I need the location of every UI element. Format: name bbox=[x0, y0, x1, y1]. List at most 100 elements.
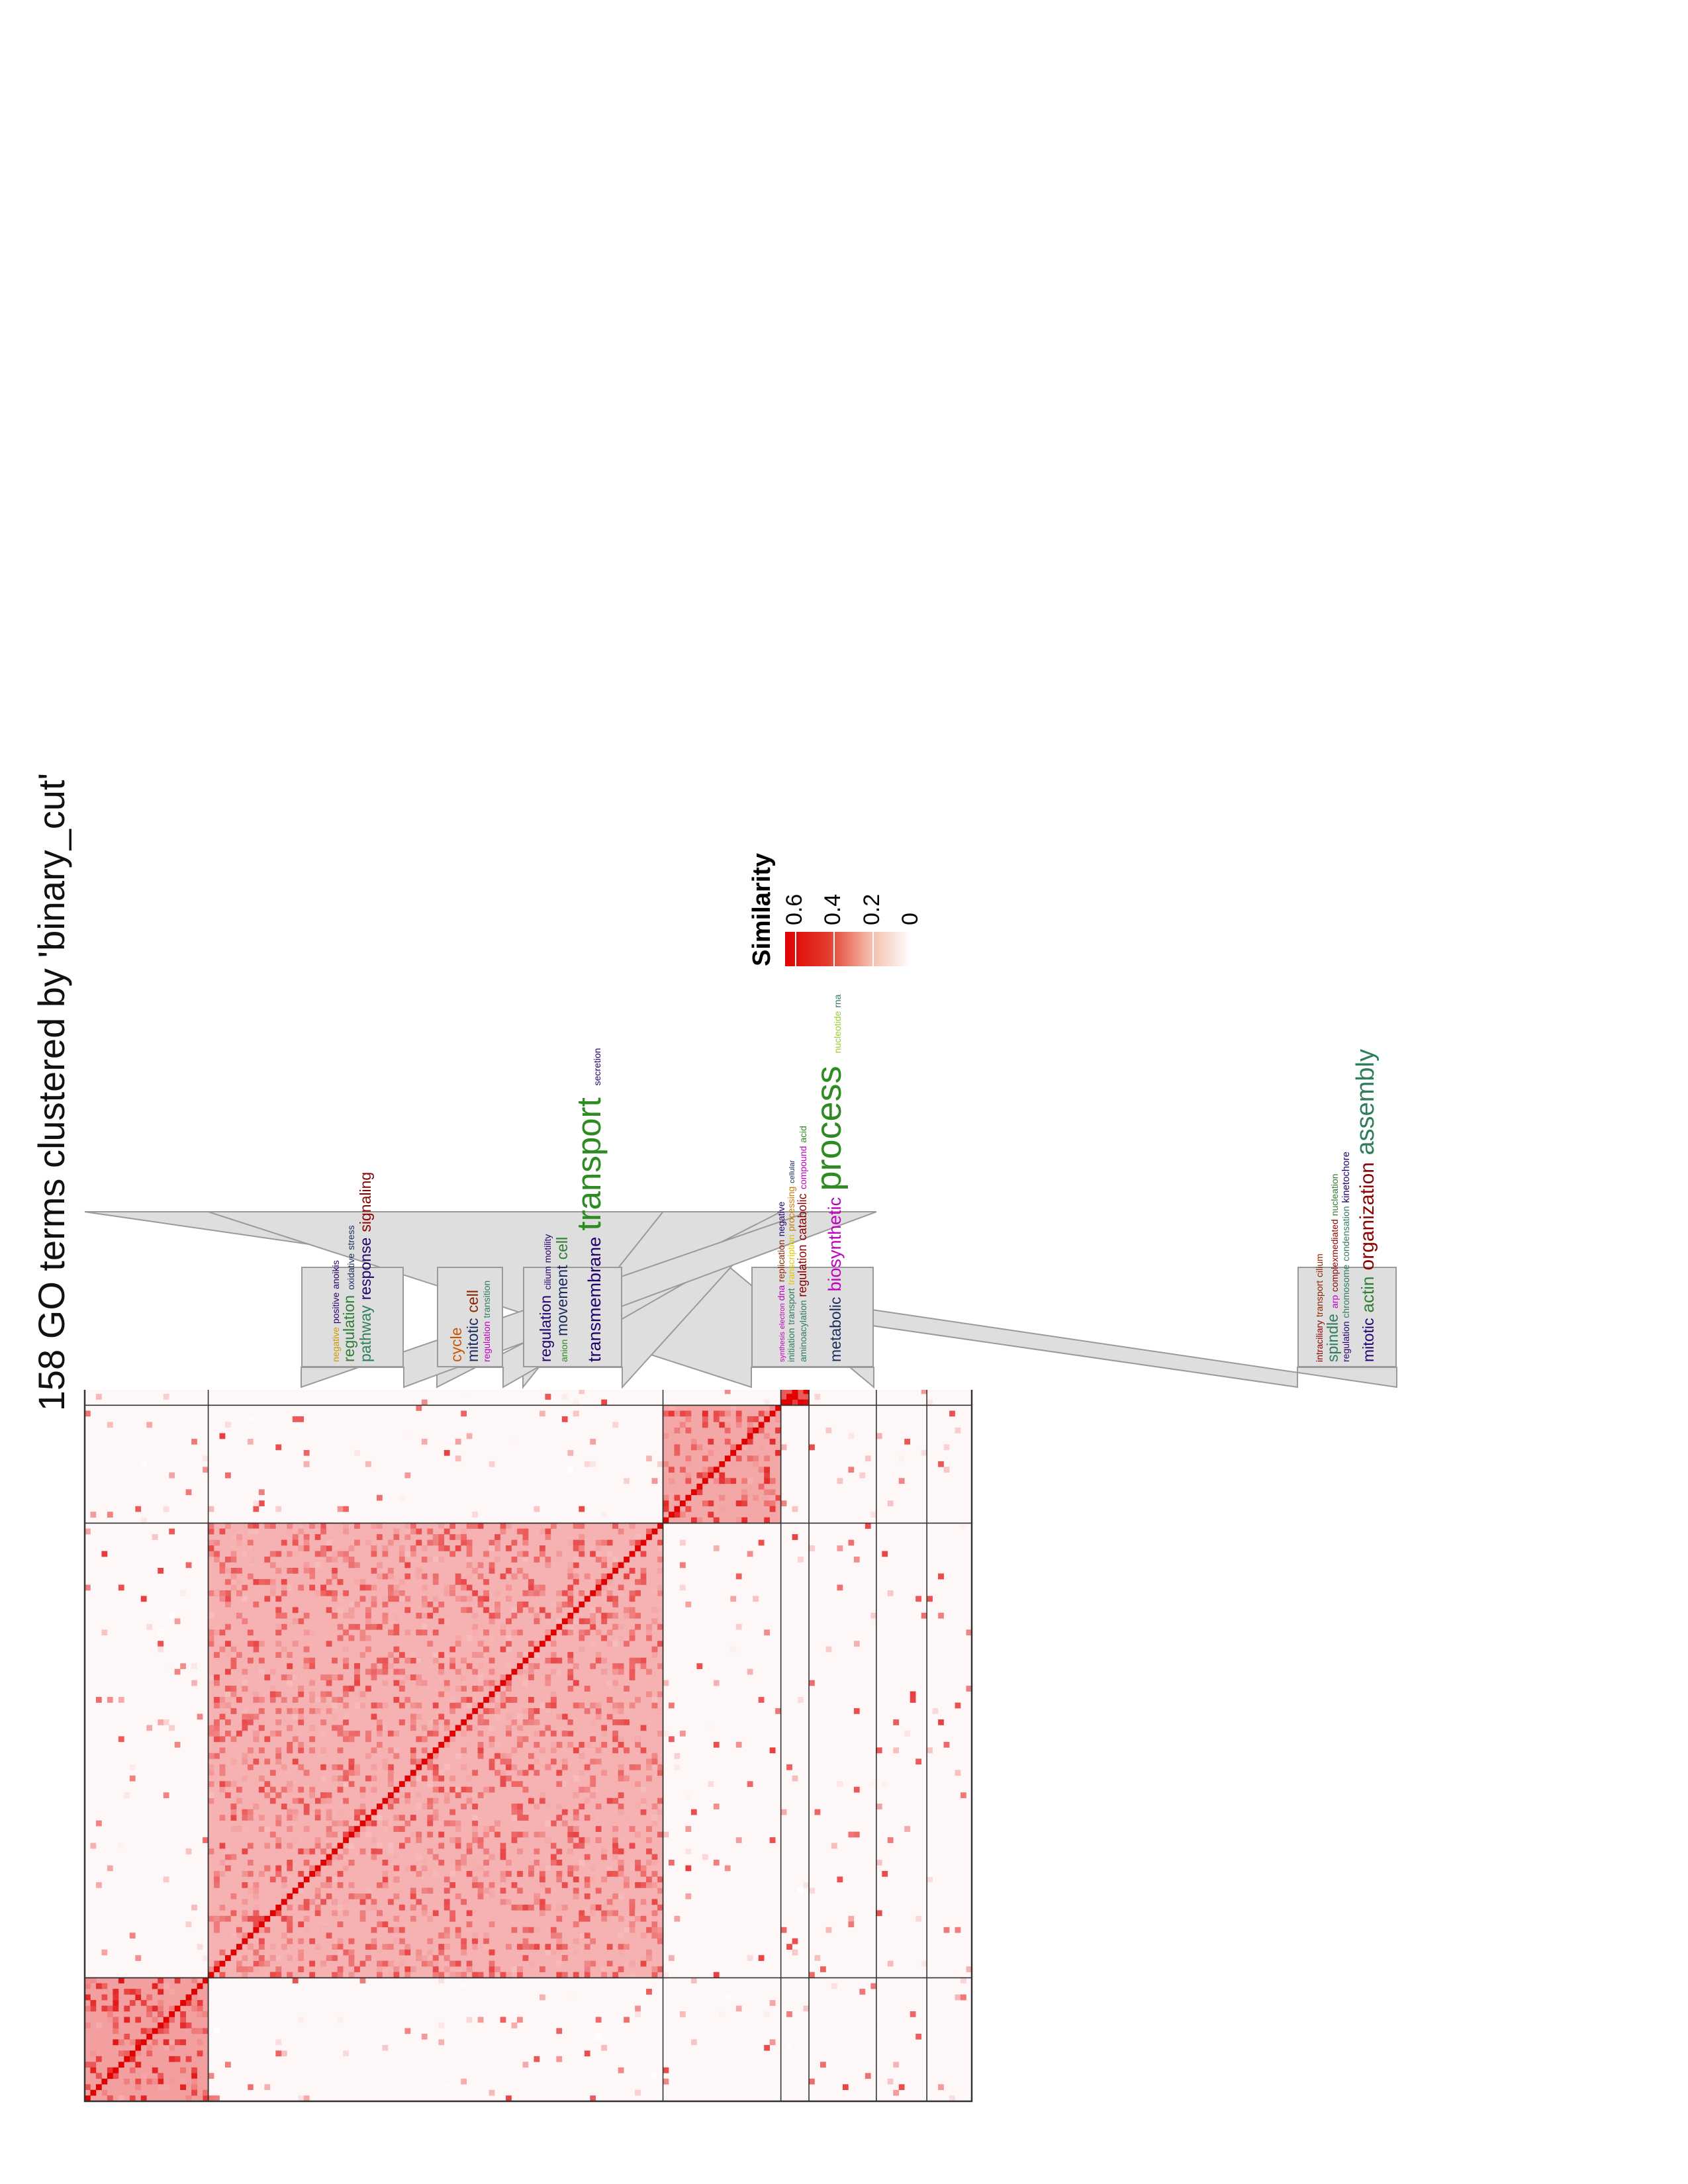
heatmap-cell bbox=[573, 1539, 579, 1546]
heatmap-cell bbox=[393, 1584, 400, 1591]
heatmap-cell bbox=[517, 1888, 523, 1894]
heatmap-cell bbox=[404, 1972, 411, 1978]
heatmap-cell bbox=[579, 1803, 585, 1809]
heatmap-cell bbox=[281, 1944, 287, 1950]
heatmap-cell bbox=[674, 1915, 680, 1922]
heatmap-cell bbox=[258, 1668, 265, 1675]
heatmap-cell bbox=[298, 1888, 305, 1894]
heatmap-cell bbox=[618, 1966, 624, 1972]
heatmap-cell bbox=[444, 1955, 450, 1961]
heatmap-cell bbox=[528, 1927, 534, 1933]
heatmap-cell bbox=[242, 1686, 248, 1692]
heatmap-cell bbox=[579, 1915, 585, 1922]
heatmap-cell bbox=[961, 1792, 966, 1799]
heatmap-cell bbox=[545, 1888, 551, 1894]
heatmap-cell bbox=[314, 1562, 321, 1569]
heatmap-cell bbox=[85, 1978, 91, 1983]
legend-tick-label: 0.6 bbox=[781, 893, 807, 925]
heatmap-diagonal-cell bbox=[624, 1557, 630, 1563]
heatmap-cell bbox=[764, 2011, 770, 2017]
heatmap-cell bbox=[489, 1545, 495, 1551]
heatmap-cell bbox=[517, 1601, 523, 1608]
heatmap-cell bbox=[635, 2011, 641, 2017]
heatmap-cell bbox=[550, 1747, 557, 1754]
heatmap-cell bbox=[483, 1708, 489, 1714]
heatmap-cell bbox=[343, 1506, 349, 1512]
heatmap-cell bbox=[382, 1820, 389, 1827]
heatmap-cell bbox=[528, 1865, 534, 1872]
heatmap-cell bbox=[528, 1668, 534, 1675]
heatmap-cell bbox=[567, 1668, 574, 1675]
heatmap-cell bbox=[590, 1641, 596, 1647]
heatmap-cell bbox=[208, 1539, 214, 1546]
heatmap-cell bbox=[517, 1972, 523, 1978]
heatmap-cell bbox=[629, 1899, 635, 1905]
heatmap-cell bbox=[534, 1944, 540, 1950]
heatmap-cell bbox=[314, 1893, 321, 1899]
heatmap-cell bbox=[595, 1747, 602, 1754]
heatmap-cell bbox=[359, 1578, 366, 1585]
heatmap-cell bbox=[258, 1489, 265, 1496]
heatmap-cell bbox=[669, 1702, 675, 1709]
heatmap-cell bbox=[438, 1668, 445, 1675]
heatmap-cell bbox=[522, 1584, 529, 1591]
heatmap-cell bbox=[247, 1713, 254, 1720]
heatmap-cell bbox=[371, 1702, 377, 1709]
heatmap-cell bbox=[876, 1860, 882, 1866]
wordcloud-line: pathway response signaling bbox=[357, 1172, 374, 1362]
heatmap-cell bbox=[174, 1668, 181, 1675]
heatmap-cell bbox=[416, 1568, 422, 1574]
heatmap-cell bbox=[517, 1528, 523, 1535]
heatmap-cell bbox=[365, 1635, 371, 1641]
heatmap-block bbox=[809, 1978, 876, 2101]
heatmap-cell bbox=[359, 1786, 366, 1793]
heatmap-cell bbox=[517, 2017, 523, 2023]
heatmap-cell bbox=[635, 1910, 641, 1917]
heatmap-diagonal-cell bbox=[769, 1410, 776, 1417]
heatmap-cell bbox=[399, 1686, 405, 1692]
heatmap-cell bbox=[663, 1494, 669, 1501]
heatmap-cell bbox=[163, 2028, 169, 2034]
heatmap-cell bbox=[792, 1938, 798, 1944]
heatmap-cell bbox=[483, 1826, 489, 1832]
heatmap-cell bbox=[612, 1557, 618, 1563]
heatmap-cell bbox=[382, 1663, 389, 1669]
heatmap-cell bbox=[247, 1809, 254, 1815]
heatmap-cell bbox=[332, 1820, 338, 1827]
heatmap-cell bbox=[943, 1444, 950, 1451]
heatmap-cell bbox=[545, 1562, 551, 1569]
heatmap-cell bbox=[517, 1713, 523, 1720]
heatmap-cell bbox=[343, 1775, 349, 1782]
heatmap-cell bbox=[343, 1663, 349, 1669]
heatmap-cell bbox=[208, 1506, 214, 1512]
heatmap-cell bbox=[348, 1921, 355, 1928]
heatmap-cell bbox=[118, 1584, 124, 1591]
heatmap-cell bbox=[377, 1668, 383, 1675]
heatmap-cell bbox=[230, 1668, 237, 1675]
heatmap-diagonal-cell bbox=[197, 1983, 203, 1989]
heatmap-cell bbox=[332, 1876, 338, 1883]
heatmap-cell bbox=[191, 2000, 197, 2006]
heatmap-cell bbox=[679, 1422, 686, 1428]
heatmap-cell bbox=[146, 2028, 153, 2034]
heatmap-cell bbox=[287, 1781, 293, 1788]
wordcloud-word: arp bbox=[1329, 1295, 1340, 1309]
heatmap-cell bbox=[556, 1815, 563, 1821]
heatmap-cell bbox=[685, 1865, 692, 1872]
heatmap-cell bbox=[242, 1596, 248, 1602]
heatmap-cell bbox=[298, 1904, 305, 1911]
heatmap-cell bbox=[663, 1972, 669, 1978]
heatmap-cell bbox=[606, 1568, 613, 1574]
heatmap-cell bbox=[506, 1641, 512, 1647]
heatmap-cell bbox=[365, 1831, 371, 1838]
heatmap-cell bbox=[921, 1612, 927, 1619]
heatmap-cell bbox=[387, 1972, 394, 1978]
heatmap-cell bbox=[314, 1870, 321, 1877]
heatmap-cell bbox=[674, 1494, 680, 1501]
heatmap-cell bbox=[427, 1730, 434, 1737]
heatmap-cell bbox=[107, 1865, 113, 1872]
heatmap-cell bbox=[624, 1882, 630, 1888]
heatmap-cell bbox=[377, 2050, 383, 2057]
heatmap-cell bbox=[853, 1831, 860, 1838]
